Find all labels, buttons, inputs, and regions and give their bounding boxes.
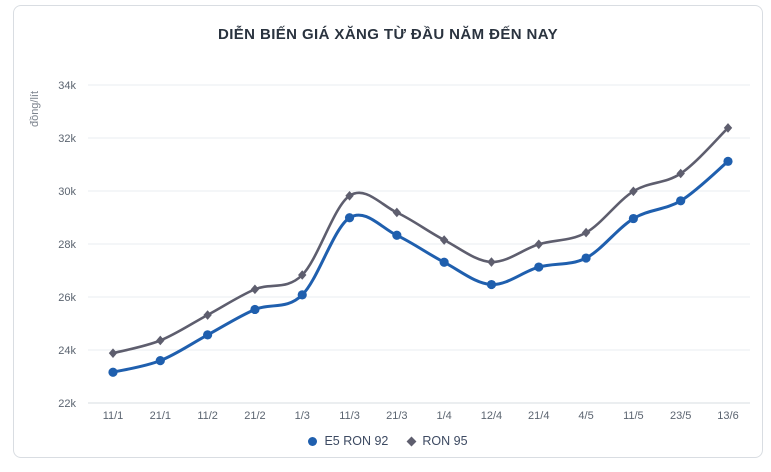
chart-card: DIỄN BIẾN GIÁ XĂNG TỪ ĐẦU NĂM ĐẾN NAY 22… (13, 5, 763, 458)
data-point-e5-ron-92[interactable] (628, 213, 638, 224)
data-point-ron-95[interactable] (676, 168, 685, 179)
line-chart-plot: 22k 24k 26k 28k 30k 32k 34k đồng/lít 11/1 21/1 11/… (29, 80, 750, 422)
data-point-ron-95[interactable] (298, 270, 307, 280)
circle-marker-icon (308, 436, 318, 446)
chart-title: DIỄN BIẾN GIÁ XĂNG TỪ ĐẦU NĂM ĐẾN NAY (217, 26, 559, 43)
data-point-e5-ron-92[interactable] (392, 230, 402, 240)
legend-item-e5-ron-92[interactable]: E5 RON 92 (308, 434, 388, 448)
data-point-e5-ron-92[interactable] (439, 257, 449, 267)
data-point-ron-95[interactable] (487, 257, 496, 267)
data-point-ron-95[interactable] (345, 190, 354, 201)
data-point-ron-95[interactable] (156, 335, 165, 346)
y-tick-label: 26k (58, 292, 76, 304)
diamond-marker-icon (406, 436, 417, 446)
x-tick-label: 21/2 (244, 410, 265, 422)
x-tick-label: 21/1 (150, 410, 171, 422)
data-point-ron-95[interactable] (203, 310, 212, 320)
series-line-ron-95 (111, 126, 730, 355)
x-tick-label: 11/2 (197, 410, 218, 422)
legend-label-ron-95: RON 95 (422, 434, 468, 448)
x-tick-label: 21/4 (528, 410, 549, 422)
y-tick-label: 28k (58, 239, 76, 251)
data-point-ron-95[interactable] (581, 227, 591, 238)
y-tick-label: 34k (58, 80, 76, 92)
x-tick-label: 11/5 (623, 410, 644, 422)
data-point-e5-ron-92[interactable] (344, 213, 355, 223)
legend-item-ron-95[interactable]: RON 95 (406, 434, 468, 448)
x-tick-label: 1/3 (295, 410, 310, 422)
data-point-ron-95[interactable] (629, 186, 638, 197)
data-point-e5-ron-92[interactable] (250, 304, 260, 315)
series-line-e5-ron-92 (111, 159, 730, 374)
data-point-ron-95[interactable] (534, 239, 543, 250)
legend-label-e5-ron-92: E5 RON 92 (324, 434, 389, 448)
x-tick-label: 4/5 (578, 410, 593, 422)
data-point-e5-ron-92[interactable] (723, 156, 733, 166)
x-tick-label: 1/4 (437, 410, 452, 422)
data-point-e5-ron-92[interactable] (486, 279, 497, 290)
y-axis-label: đồng/lít (29, 91, 41, 127)
data-point-ron-95[interactable] (392, 207, 402, 218)
data-point-e5-ron-92[interactable] (534, 262, 544, 272)
x-tick-label: 13/6 (717, 410, 738, 422)
data-point-e5-ron-92[interactable] (203, 330, 213, 340)
data-point-e5-ron-92[interactable] (297, 290, 307, 300)
y-tick-label: 24k (58, 345, 76, 357)
data-point-e5-ron-92[interactable] (676, 196, 686, 206)
x-tick-label: 21/3 (386, 410, 407, 422)
data-point-ron-95[interactable] (439, 235, 449, 245)
x-tick-label: 11/1 (103, 410, 124, 422)
data-point-e5-ron-92[interactable] (108, 367, 118, 377)
x-tick-label: 12/4 (481, 410, 502, 422)
x-tick-label: 11/3 (339, 410, 360, 422)
chart-legend: E5 RON 92 RON 95 (14, 434, 762, 448)
data-point-ron-95[interactable] (723, 123, 733, 133)
y-tick-label: 32k (58, 133, 76, 145)
y-tick-label: 30k (58, 186, 76, 198)
data-point-e5-ron-92[interactable] (155, 356, 165, 366)
y-tick-label: 22k (58, 398, 76, 410)
data-point-e5-ron-92[interactable] (581, 253, 591, 263)
data-point-ron-95[interactable] (250, 284, 260, 295)
data-point-ron-95[interactable] (108, 348, 118, 358)
x-tick-label: 23/5 (670, 410, 691, 422)
